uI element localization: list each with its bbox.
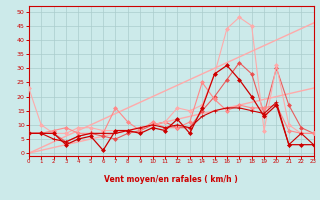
X-axis label: Vent moyen/en rafales ( km/h ): Vent moyen/en rafales ( km/h ) [104,175,238,184]
